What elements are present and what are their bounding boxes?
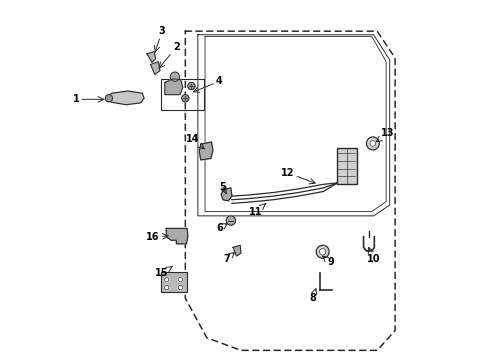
- Circle shape: [182, 95, 188, 102]
- Polygon shape: [106, 91, 144, 105]
- Circle shape: [170, 72, 179, 81]
- Text: 16: 16: [146, 232, 166, 242]
- Circle shape: [105, 95, 112, 102]
- Circle shape: [164, 285, 168, 290]
- Polygon shape: [164, 79, 183, 95]
- Circle shape: [164, 278, 168, 282]
- Text: 14: 14: [185, 134, 203, 148]
- Circle shape: [316, 245, 328, 258]
- Circle shape: [178, 285, 182, 290]
- Circle shape: [366, 137, 379, 150]
- Text: 12: 12: [280, 168, 313, 183]
- Text: 2: 2: [160, 42, 180, 67]
- Circle shape: [226, 216, 235, 225]
- Polygon shape: [166, 228, 187, 244]
- Polygon shape: [233, 245, 241, 256]
- Bar: [161, 272, 187, 292]
- Text: 5: 5: [219, 182, 226, 192]
- Polygon shape: [221, 188, 231, 201]
- Text: 3: 3: [155, 26, 165, 50]
- Circle shape: [178, 278, 182, 282]
- Circle shape: [319, 248, 325, 255]
- Text: 9: 9: [323, 257, 333, 267]
- Bar: [161, 78, 204, 110]
- Text: 8: 8: [308, 290, 315, 303]
- Circle shape: [369, 140, 375, 146]
- Polygon shape: [147, 51, 155, 62]
- Text: 7: 7: [223, 253, 233, 264]
- Text: 4: 4: [195, 76, 223, 91]
- Circle shape: [187, 82, 195, 90]
- Polygon shape: [199, 142, 212, 160]
- Text: 1: 1: [72, 94, 102, 104]
- Text: 15: 15: [155, 266, 172, 278]
- Text: 10: 10: [366, 249, 380, 264]
- Polygon shape: [150, 62, 160, 75]
- Text: 6: 6: [216, 224, 225, 233]
- Text: 13: 13: [377, 129, 394, 141]
- Bar: [336, 148, 356, 184]
- Text: 11: 11: [248, 203, 265, 217]
